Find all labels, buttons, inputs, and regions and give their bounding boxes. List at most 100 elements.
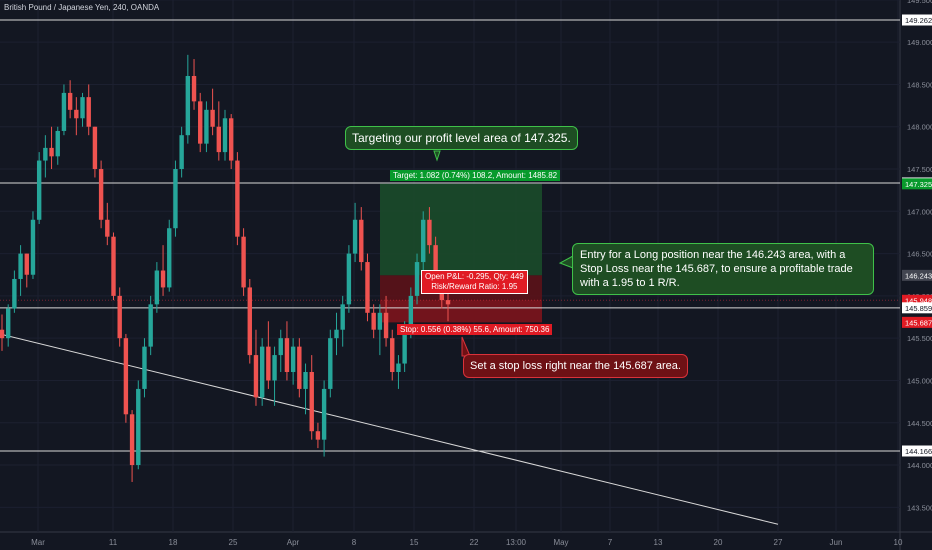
candle-body xyxy=(136,388,141,466)
candle-body xyxy=(371,312,376,330)
stop-label: Stop: 0.556 (0.38%) 55.6, Amount: 750.36 xyxy=(397,324,553,335)
candle-body xyxy=(191,75,197,102)
price-axis[interactable]: 149.500 149.000 148.500 148.000 147.500 147.0… xyxy=(902,0,932,512)
candle-body xyxy=(309,372,314,432)
candle-body xyxy=(402,329,407,364)
price-label-text: 145.687 xyxy=(905,318,932,327)
candle-body xyxy=(241,236,246,288)
candles xyxy=(0,54,451,482)
candle-body xyxy=(55,130,60,157)
candle-body xyxy=(43,147,48,161)
time-tick-label: May xyxy=(553,538,568,547)
candle-body xyxy=(5,308,11,339)
candle-body xyxy=(173,169,178,229)
candle-body xyxy=(290,346,296,373)
price-tick-label: 144.500 xyxy=(907,419,932,428)
time-tick-label: 11 xyxy=(109,538,118,547)
candle-body xyxy=(421,219,426,263)
candle-body xyxy=(142,346,147,389)
chart-title: British Pound / Japanese Yen, 240, OANDA xyxy=(4,3,160,12)
candle-body xyxy=(67,92,73,110)
price-label-box[interactable] xyxy=(902,14,932,26)
candle-body xyxy=(216,126,222,153)
candle-body xyxy=(204,109,209,144)
entry-annotation[interactable]: Entry for a Long position near the 146.2… xyxy=(572,243,874,295)
candle-body xyxy=(24,253,29,275)
price-label-box[interactable] xyxy=(902,178,932,190)
time-tick-label: 22 xyxy=(470,538,479,547)
candle-body xyxy=(105,219,110,237)
candle-body xyxy=(0,329,5,339)
candle-body xyxy=(98,169,104,220)
candle-body xyxy=(259,346,265,398)
pnl-text: Open P&L: -0.295, Qty: 449 xyxy=(425,272,524,281)
open-loss-zone[interactable] xyxy=(380,300,542,323)
candle-body xyxy=(123,338,129,415)
candle-body xyxy=(321,388,327,440)
price-tick-label: 147.500 xyxy=(907,165,932,174)
trendline-line[interactable] xyxy=(0,333,779,525)
price-label-text: 145.948 xyxy=(905,296,932,305)
candle-body xyxy=(433,245,438,279)
candle-body xyxy=(160,270,166,288)
candle-body xyxy=(222,118,228,153)
candle-body xyxy=(359,219,364,263)
candle-body xyxy=(49,147,54,157)
price-tick-label: 148.000 xyxy=(907,123,932,132)
time-tick-label: 25 xyxy=(229,538,238,547)
candle-body xyxy=(340,304,345,330)
time-tick-label: 7 xyxy=(608,538,613,547)
stop-annotation[interactable]: Set a stop loss right near the 145.687 a… xyxy=(463,354,688,378)
candle-body xyxy=(303,372,308,389)
price-tick-label: 144.000 xyxy=(907,461,932,470)
time-tick-label: 13 xyxy=(654,538,663,547)
candle-body xyxy=(12,278,17,309)
rr-text: Risk/Reward Ratio: 1.95 xyxy=(431,282,518,291)
price-label-box[interactable] xyxy=(902,316,932,328)
pnl-label: Open P&L: -0.295, Qty: 449 Risk/Reward R… xyxy=(421,270,528,294)
time-tick-label: Jun xyxy=(830,538,843,547)
candle-body xyxy=(414,262,420,296)
candle-body xyxy=(278,338,283,356)
candle-body xyxy=(210,109,215,127)
candle-body xyxy=(74,109,79,119)
time-axis[interactable]: Mar 11 18 25 Apr 8 15 22 13:00 May 7 13 20 27 Jun 10 xyxy=(31,538,903,547)
candle-body xyxy=(396,363,401,373)
candle-body xyxy=(408,295,414,330)
price-tick-label: 149.500 xyxy=(907,0,932,5)
candle-body xyxy=(266,346,271,381)
time-tick-label: 20 xyxy=(714,538,723,547)
price-tick-label: 145.000 xyxy=(907,376,932,385)
candle-body xyxy=(328,338,333,389)
time-tick-label: 15 xyxy=(410,538,419,547)
candle-body xyxy=(228,118,234,161)
price-label-text: 149.262 xyxy=(905,16,932,25)
candle-body xyxy=(18,253,23,279)
price-label-box[interactable] xyxy=(902,302,932,314)
price-label-box[interactable] xyxy=(902,269,932,281)
target-callout-pointer xyxy=(433,150,441,162)
candle-body xyxy=(346,253,352,305)
time-tick-label: Mar xyxy=(31,538,45,547)
price-label-text: 144.166 xyxy=(905,447,932,456)
candle-body xyxy=(179,135,184,170)
trendline[interactable] xyxy=(0,333,779,525)
target-annotation[interactable]: Targeting our profit level area of 147.3… xyxy=(345,126,578,150)
price-label-box[interactable] xyxy=(902,294,932,306)
price-label-text: 147.325 xyxy=(905,180,932,189)
price-label-box[interactable] xyxy=(902,445,932,457)
price-tick-label: 147.000 xyxy=(907,207,932,216)
candle-body xyxy=(129,414,135,466)
profit-zone[interactable] xyxy=(380,183,542,276)
candle-body xyxy=(154,270,160,305)
candle-body xyxy=(352,219,358,254)
candle-body xyxy=(36,160,42,220)
candle-body xyxy=(198,101,203,144)
time-tick-label: 13:00 xyxy=(506,538,527,547)
candle-body xyxy=(445,300,451,305)
candle-body xyxy=(390,338,395,373)
candle-body xyxy=(92,126,98,170)
candle-body xyxy=(235,160,240,237)
candle-body xyxy=(253,355,259,398)
